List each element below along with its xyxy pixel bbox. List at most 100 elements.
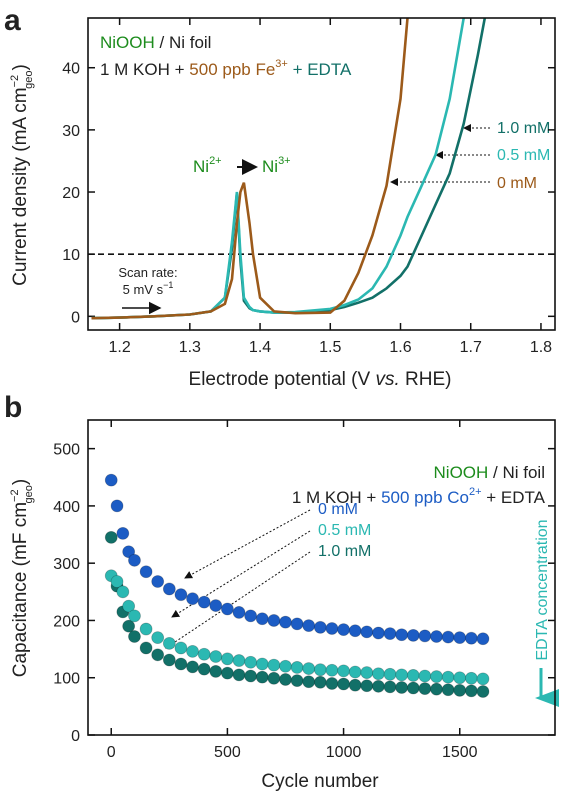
y-axis-label: Current density (mA cm−2 geo) (9, 64, 35, 286)
label-part: ) (10, 64, 31, 70)
label-part: Capacitance (mF cm (10, 502, 31, 677)
data-point (418, 682, 432, 696)
side-label: EDTA concentration (534, 519, 551, 660)
data-point (360, 679, 374, 693)
data-point (290, 674, 304, 687)
data-point (337, 677, 350, 691)
data-point (209, 599, 223, 612)
data-point (383, 680, 397, 694)
legend-title: NiOOH / Ni foil (100, 33, 211, 52)
data-point (453, 671, 467, 685)
data-point (221, 666, 234, 680)
data-point (255, 657, 269, 671)
data-point (453, 683, 467, 697)
data-point (325, 663, 339, 677)
data-point (232, 668, 246, 682)
data-point (279, 615, 292, 629)
data-point (221, 602, 234, 616)
y-tick-label: 300 (53, 556, 80, 573)
label-part: Electrode potential (V (189, 369, 376, 390)
arrow (171, 530, 311, 618)
label-part: −2 (9, 75, 21, 88)
panel-letter: a (4, 4, 21, 37)
x-axis-label: Cycle number (261, 771, 379, 792)
series-label: 1.0 mM (318, 543, 371, 560)
data-point (430, 670, 443, 683)
x-tick-label: 1500 (442, 744, 478, 761)
y-tick-label: 10 (62, 247, 80, 264)
data-point (302, 662, 316, 675)
data-point (406, 628, 420, 642)
y-tick-label: 200 (53, 613, 80, 630)
data-point (313, 620, 327, 634)
data-point (244, 655, 258, 669)
label-part: geo (23, 485, 35, 503)
y-tick-label: 30 (62, 123, 80, 140)
data-point (464, 684, 478, 698)
scan-rate: Scan rate: (118, 265, 177, 280)
data-point (418, 669, 432, 683)
data-point (174, 641, 188, 655)
y-tick-label: 100 (53, 671, 80, 688)
data-point (337, 664, 350, 678)
series-label: 0.5 mM (497, 147, 550, 164)
data-point (313, 675, 327, 689)
data-point (430, 630, 443, 643)
arrow (184, 509, 311, 579)
data-point (186, 592, 199, 606)
x-tick-label: 1.7 (460, 339, 482, 356)
y-axis-label: Capacitance (mF cm−2 geo) (9, 479, 35, 678)
data-point (395, 628, 409, 642)
data-point (337, 623, 350, 637)
y-tick-label: 0 (71, 728, 80, 745)
data-point (139, 622, 153, 636)
data-point (110, 575, 124, 588)
data-point (383, 627, 397, 641)
x-tick-label: 1.8 (530, 339, 552, 356)
data-point (290, 617, 304, 631)
data-point (302, 619, 316, 633)
data-point (302, 675, 316, 689)
label-part: Ni (193, 157, 209, 176)
data-point (139, 641, 153, 655)
data-point (325, 677, 339, 690)
data-point (209, 665, 223, 678)
data-point (476, 632, 490, 646)
x-tick-label: 1.4 (249, 339, 271, 356)
label-part: 3+ (275, 58, 288, 70)
label-part: vs. (375, 369, 399, 390)
peak-label: Ni2+ (193, 155, 222, 176)
label-part: 3+ (278, 155, 291, 167)
data-point (162, 636, 176, 650)
data-point (430, 682, 443, 696)
label-part: 2+ (209, 155, 222, 167)
y-tick-label: 500 (53, 442, 80, 459)
data-point (348, 678, 362, 692)
data-point (441, 630, 455, 644)
peak-label: Ni3+ (262, 155, 291, 176)
data-point (128, 553, 141, 567)
data-point (313, 663, 327, 677)
x-tick-label: 1.3 (179, 339, 201, 356)
label-part: RHE) (400, 369, 452, 390)
data-point (104, 473, 118, 487)
label-part: / Ni foil (488, 463, 545, 482)
data-point (279, 673, 292, 686)
data-point (151, 631, 165, 645)
data-point (128, 609, 141, 623)
label-part: NiOOH (100, 33, 155, 52)
data-point (441, 683, 455, 697)
x-tick-label: 500 (214, 744, 241, 761)
label-part: 500 ppb Co (381, 488, 469, 507)
data-point (476, 685, 490, 698)
legend-title: 1 M KOH + 500 ppb Fe3+ + EDTA (100, 58, 352, 79)
data-point (267, 658, 281, 672)
data-point (197, 595, 211, 609)
data-point (244, 669, 258, 683)
data-point (360, 666, 374, 679)
data-point (279, 659, 292, 673)
label-part: −1 (163, 280, 173, 290)
data-point (221, 652, 234, 666)
x-tick-label: 1.5 (319, 339, 341, 356)
data-point (209, 650, 223, 663)
